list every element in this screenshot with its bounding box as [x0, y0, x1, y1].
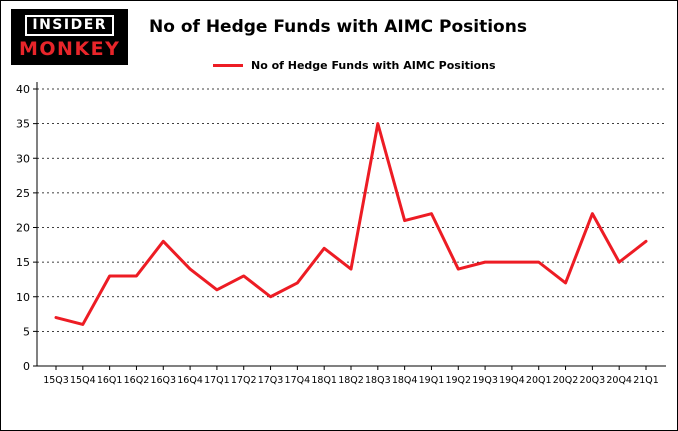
y-tick-label: 30: [16, 152, 30, 165]
x-tick-label: 20Q1: [526, 375, 552, 386]
y-tick-label: 40: [16, 83, 30, 96]
y-tick-label: 20: [16, 222, 30, 235]
x-tick-label: 19Q4: [499, 375, 525, 386]
y-tick-label: 0: [23, 360, 30, 373]
x-tick-label: 15Q4: [70, 375, 96, 386]
legend-line-swatch: [213, 64, 243, 67]
x-tick-label: 16Q2: [124, 375, 150, 386]
x-tick-label: 18Q1: [311, 375, 337, 386]
line-chart: 0 5 10 15 20 25 30 35 40 15Q3 15Q4 16Q1 16Q2 16Q3 16Q4…: [16, 82, 666, 386]
x-tick-label: 19Q1: [419, 375, 445, 386]
chart-title: No of Hedge Funds with AIMC Positions: [149, 17, 527, 37]
logo-text-insider: INSIDER: [25, 15, 115, 36]
legend: No of Hedge Funds with AIMC Positions: [213, 59, 496, 72]
x-tick-label: 18Q4: [392, 375, 418, 386]
logo-text-monkey: MONKEY: [19, 38, 121, 60]
x-tick-label: 20Q4: [606, 375, 632, 386]
x-tick-label: 16Q3: [150, 375, 176, 386]
x-tick-label: 17Q1: [204, 375, 230, 386]
x-tick-label: 17Q3: [258, 375, 284, 386]
x-tick-label: 17Q2: [231, 375, 257, 386]
x-tick-label: 17Q4: [285, 375, 311, 386]
x-tick-label: 16Q4: [177, 375, 203, 386]
legend-label: No of Hedge Funds with AIMC Positions: [251, 59, 496, 72]
x-tick-label: 18Q3: [365, 375, 391, 386]
y-tick-label: 5: [23, 325, 30, 338]
x-tick-label: 19Q3: [472, 375, 498, 386]
x-tick-label: 20Q2: [553, 375, 579, 386]
x-tick-label: 21Q1: [633, 375, 659, 386]
series-line: [54, 122, 648, 326]
x-tick-label: 15Q3: [43, 375, 69, 386]
y-tick-label: 15: [16, 256, 30, 269]
y-tick-label: 10: [16, 291, 30, 304]
x-tick-label: 19Q2: [445, 375, 471, 386]
y-tick-label: 25: [16, 187, 30, 200]
x-tick-label: 20Q3: [580, 375, 606, 386]
y-tick-label: 35: [16, 118, 30, 131]
x-tick-label: 18Q2: [338, 375, 364, 386]
insider-monkey-logo: INSIDER MONKEY: [11, 9, 129, 65]
x-tick-label: 16Q1: [97, 375, 123, 386]
